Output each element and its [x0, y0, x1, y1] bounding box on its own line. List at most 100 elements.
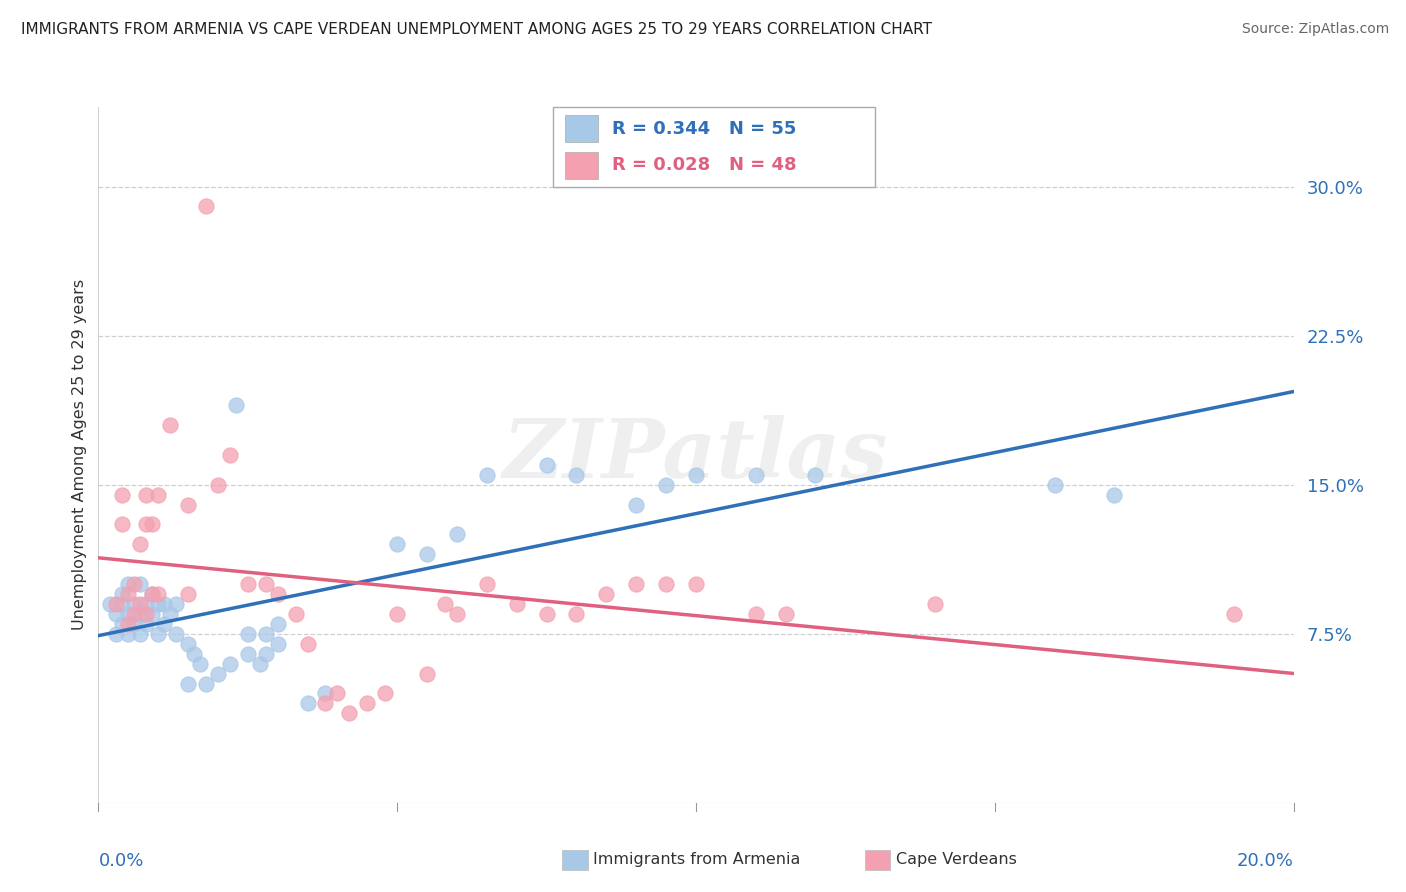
Point	[326, 686, 349, 700]
Point	[194, 676, 218, 690]
Point	[177, 676, 200, 690]
Point	[98, 597, 122, 611]
Point	[297, 637, 319, 651]
Point	[148, 627, 170, 641]
Point	[135, 597, 157, 611]
Point	[565, 607, 588, 621]
Text: Immigrants from Armenia: Immigrants from Armenia	[593, 853, 800, 867]
Y-axis label: Unemployment Among Ages 25 to 29 years: Unemployment Among Ages 25 to 29 years	[72, 279, 87, 631]
Text: 0.0%: 0.0%	[98, 853, 143, 871]
Point	[339, 706, 360, 721]
Point	[219, 657, 242, 671]
Point	[111, 488, 134, 502]
Point	[194, 199, 218, 213]
Point	[129, 537, 152, 551]
Point	[141, 607, 163, 621]
Point	[254, 627, 277, 641]
Point	[385, 607, 409, 621]
Point	[188, 657, 211, 671]
Point	[105, 597, 128, 611]
Point	[124, 577, 146, 591]
Point	[236, 647, 259, 661]
Point	[141, 517, 163, 532]
Point	[655, 477, 678, 491]
Point	[124, 597, 146, 611]
Point	[267, 616, 290, 631]
Point	[141, 587, 163, 601]
Text: R = 0.028   N = 48: R = 0.028 N = 48	[613, 156, 797, 175]
Point	[141, 587, 163, 601]
Point	[135, 616, 157, 631]
Point	[105, 607, 128, 621]
Point	[183, 647, 205, 661]
Text: IMMIGRANTS FROM ARMENIA VS CAPE VERDEAN UNEMPLOYMENT AMONG AGES 25 TO 29 YEARS C: IMMIGRANTS FROM ARMENIA VS CAPE VERDEAN …	[21, 22, 932, 37]
Point	[446, 607, 468, 621]
Point	[177, 587, 200, 601]
Point	[624, 498, 647, 512]
Point	[129, 597, 152, 611]
Point	[775, 607, 797, 621]
Point	[124, 616, 146, 631]
Point	[111, 587, 134, 601]
Point	[117, 587, 139, 601]
Point	[135, 517, 157, 532]
Text: R = 0.344   N = 55: R = 0.344 N = 55	[613, 120, 797, 137]
Text: Cape Verdeans: Cape Verdeans	[896, 853, 1017, 867]
Point	[416, 666, 439, 681]
Point	[475, 577, 498, 591]
Point	[117, 616, 139, 631]
Point	[685, 577, 707, 591]
Point	[111, 616, 134, 631]
Point	[315, 686, 337, 700]
Text: 20.0%: 20.0%	[1237, 853, 1294, 871]
Point	[117, 607, 139, 621]
Point	[105, 627, 128, 641]
Point	[117, 627, 139, 641]
Point	[446, 527, 468, 541]
Point	[111, 517, 134, 532]
Point	[225, 398, 247, 412]
Point	[111, 597, 134, 611]
Point	[624, 577, 647, 591]
Point	[117, 577, 139, 591]
Point	[1104, 488, 1126, 502]
Point	[254, 647, 277, 661]
Point	[135, 607, 157, 621]
Point	[236, 627, 259, 641]
Point	[159, 607, 181, 621]
Point	[159, 418, 181, 433]
Point	[148, 597, 170, 611]
Point	[165, 627, 187, 641]
Point	[565, 467, 588, 482]
Point	[416, 547, 439, 561]
Point	[153, 597, 176, 611]
Point	[129, 627, 152, 641]
Point	[129, 607, 152, 621]
Bar	[565, 153, 598, 178]
Point	[356, 697, 378, 711]
Bar	[565, 115, 598, 142]
Point	[153, 616, 176, 631]
Point	[434, 597, 457, 611]
Point	[236, 577, 259, 591]
Point	[165, 597, 187, 611]
Point	[177, 637, 200, 651]
Point	[685, 467, 707, 482]
Point	[1223, 607, 1246, 621]
Point	[207, 477, 229, 491]
Point	[254, 577, 277, 591]
Point	[475, 467, 498, 482]
Point	[297, 697, 319, 711]
Text: ZIPatlas: ZIPatlas	[503, 415, 889, 495]
Point	[924, 597, 946, 611]
Point	[655, 577, 678, 591]
Point	[284, 607, 307, 621]
Point	[129, 577, 152, 591]
Point	[267, 587, 290, 601]
Point	[804, 467, 827, 482]
Point	[267, 637, 290, 651]
Point	[745, 607, 768, 621]
Point	[249, 657, 271, 671]
Point	[385, 537, 409, 551]
Point	[148, 587, 170, 601]
